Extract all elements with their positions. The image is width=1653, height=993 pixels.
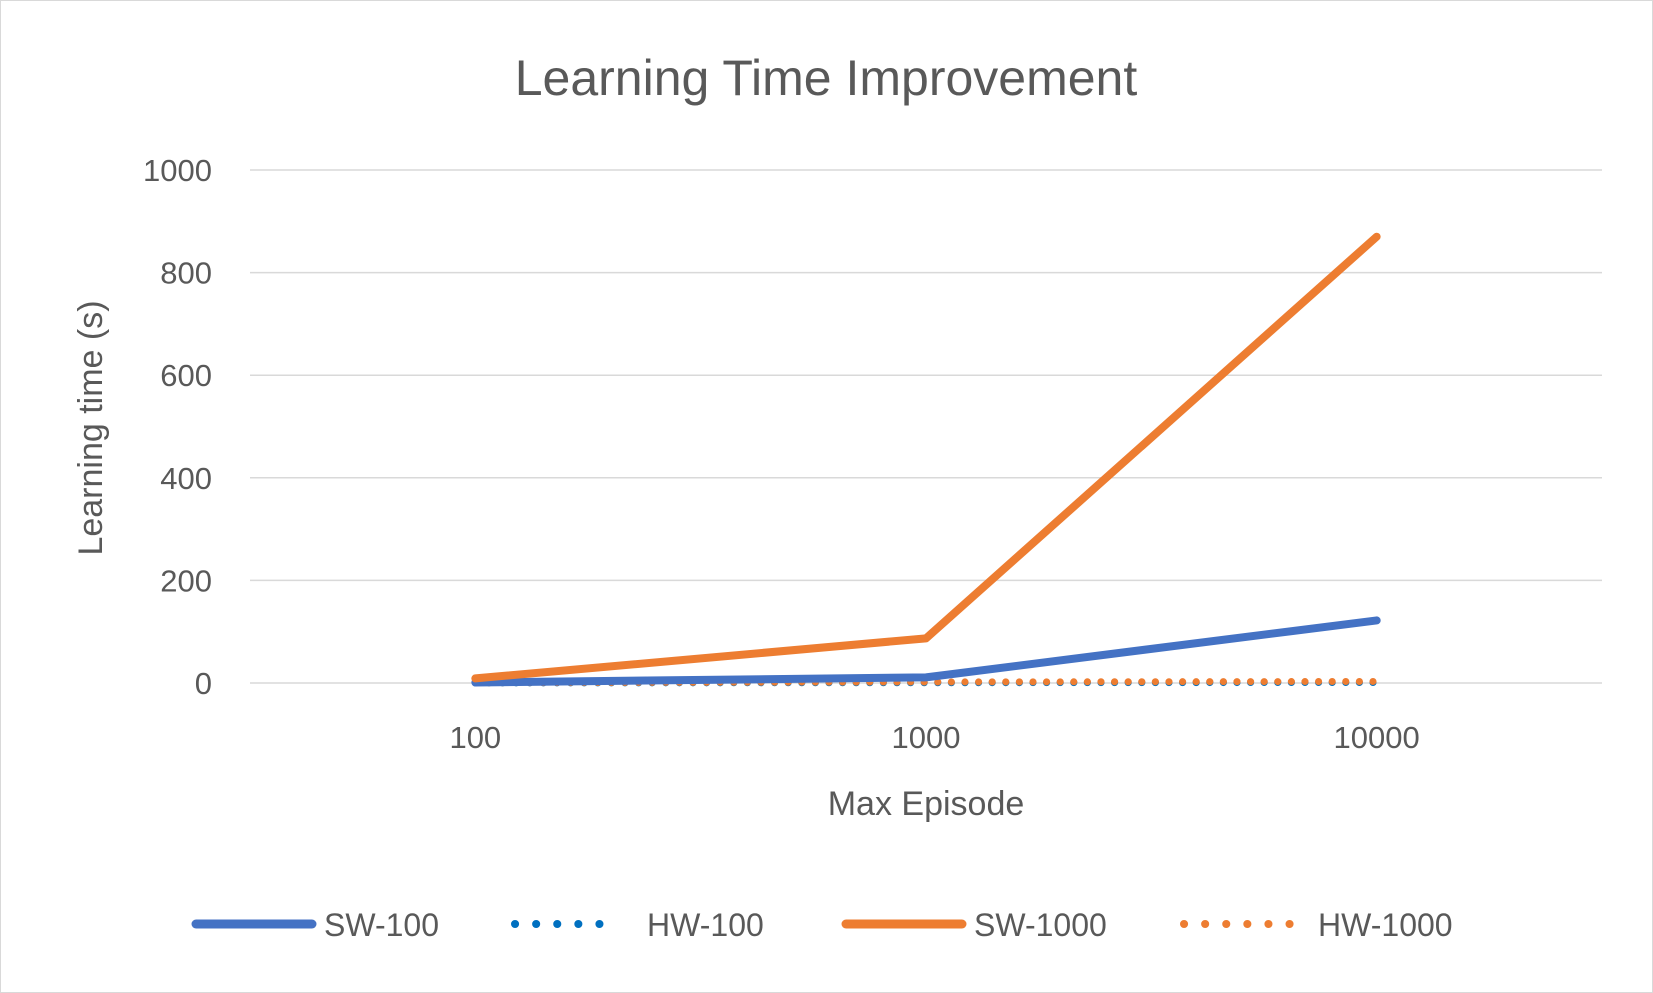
y-tick-label: 600 (160, 358, 212, 393)
x-axis-ticks: 100 1000 10000 (449, 720, 1419, 755)
legend-label: HW-1000 (1318, 907, 1453, 943)
x-tick-label: 10000 (1334, 720, 1420, 755)
legend-label: SW-1000 (974, 907, 1107, 943)
y-tick-label: 400 (160, 461, 212, 496)
legend-label: HW-100 (647, 907, 764, 943)
y-tick-label: 200 (160, 563, 212, 598)
series-lines (471, 232, 1381, 687)
y-axis-title: Learning time (s) (72, 300, 110, 555)
legend: SW-100 HW-100 SW-1000 HW-1000 (191, 907, 1453, 943)
legend-label: SW-100 (324, 907, 439, 943)
y-tick-label: 0 (195, 666, 212, 701)
gridlines (250, 169, 1602, 684)
y-tick-label: 800 (160, 256, 212, 291)
y-tick-label: 1000 (143, 153, 212, 188)
series-line-sw-1000 (471, 232, 1381, 683)
x-tick-label: 1000 (892, 720, 961, 755)
x-axis-title: Max Episode (828, 785, 1025, 823)
x-tick-label: 100 (449, 720, 501, 755)
chart-title: Learning Time Improvement (515, 50, 1138, 106)
y-axis-ticks: 0 200 400 600 800 1000 (143, 153, 212, 701)
series-line-sw-100 (471, 616, 1381, 687)
